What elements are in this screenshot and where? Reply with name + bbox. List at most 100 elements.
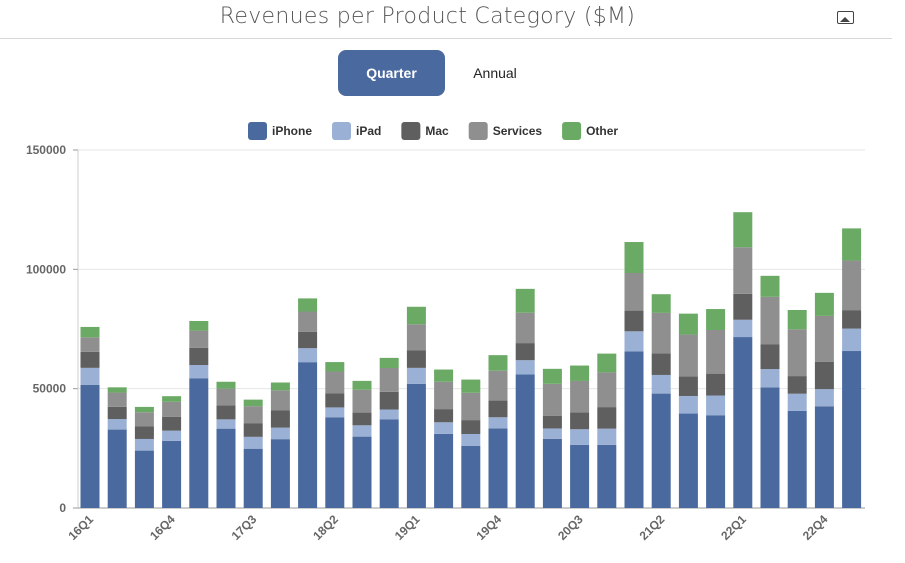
legend-swatch-ipad: [332, 122, 352, 140]
bar-iphone-16Q4: [162, 440, 182, 508]
bar-other-20Q4: [597, 353, 617, 373]
bar-services-20Q1: [515, 312, 535, 344]
bar-iphone-19Q4: [488, 428, 508, 508]
bar-other-18Q1: [298, 298, 318, 312]
bar-mac-20Q2: [542, 415, 562, 429]
bar-services-17Q4: [270, 390, 290, 411]
bar-mac-21Q1: [624, 310, 644, 332]
bar-iphone-21Q3: [678, 413, 698, 508]
bar-ipad-16Q4: [162, 430, 182, 441]
x-tick-label: 19Q1: [392, 512, 423, 543]
bar-iphone-23Q1: [842, 351, 862, 508]
bar-other-22Q4: [814, 292, 834, 316]
bar-other-20Q3: [570, 365, 590, 381]
bar-mac-22Q2: [760, 344, 780, 370]
bar-iphone-19Q2: [434, 433, 454, 508]
bar-mac-16Q4: [162, 416, 182, 431]
bar-mac-19Q1: [406, 350, 426, 368]
bar-mac-22Q3: [787, 376, 807, 394]
bar-ipad-21Q4: [706, 395, 726, 416]
bar-ipad-21Q3: [678, 395, 698, 414]
bar-other-17Q2: [216, 381, 236, 389]
bar-mac-19Q4: [488, 400, 508, 418]
bar-iphone-21Q4: [706, 415, 726, 508]
bar-ipad-17Q4: [270, 427, 290, 440]
bar-services-16Q4: [162, 401, 182, 417]
bar-other-17Q4: [270, 382, 290, 391]
bar-other-18Q3: [352, 380, 372, 390]
bar-other-17Q1: [189, 321, 209, 331]
bar-iphone-18Q3: [352, 436, 372, 508]
bar-ipad-19Q1: [406, 367, 426, 384]
bar-iphone-18Q4: [379, 419, 399, 508]
bar-iphone-17Q3: [243, 448, 263, 508]
bar-ipad-20Q2: [542, 428, 562, 439]
chart-title: Revenues per Product Category ($M): [219, 4, 636, 29]
bar-ipad-20Q1: [515, 360, 535, 375]
bar-other-22Q1: [733, 212, 753, 248]
bar-other-18Q2: [325, 362, 345, 372]
bar-other-19Q1: [406, 306, 426, 325]
bar-other-22Q3: [787, 310, 807, 330]
annual-button[interactable]: Annual: [473, 65, 517, 81]
bar-services-19Q4: [488, 370, 508, 401]
bar-mac-18Q4: [379, 391, 399, 410]
bar-ipad-18Q3: [352, 425, 372, 437]
bar-services-20Q3: [570, 380, 590, 413]
bar-mac-22Q1: [733, 293, 753, 320]
image-icon[interactable]: [837, 11, 854, 24]
bar-ipad-18Q4: [379, 409, 399, 420]
bar-other-16Q1: [80, 326, 100, 338]
bar-services-21Q1: [624, 272, 644, 311]
bar-mac-17Q4: [270, 410, 290, 428]
bar-iphone-18Q1: [298, 362, 318, 508]
bar-ipad-21Q1: [624, 331, 644, 352]
bar-services-19Q3: [461, 392, 481, 421]
bar-other-16Q2: [107, 387, 127, 393]
bar-services-20Q4: [597, 372, 617, 408]
bar-ipad-22Q4: [814, 389, 834, 407]
quarter-button[interactable]: Quarter: [338, 50, 445, 96]
bar-iphone-16Q3: [134, 450, 154, 508]
legend-swatch-other: [562, 122, 582, 140]
bar-services-16Q3: [134, 412, 154, 427]
y-tick-label: 100000: [26, 262, 66, 276]
bar-ipad-16Q2: [107, 419, 127, 430]
x-tick-label: 20Q3: [555, 512, 586, 543]
bar-ipad-18Q1: [298, 348, 318, 363]
bar-ipad-19Q3: [461, 433, 481, 446]
bar-iphone-20Q1: [515, 374, 535, 508]
bar-services-16Q1: [80, 337, 100, 352]
bar-iphone-20Q3: [570, 444, 590, 508]
bar-iphone-22Q4: [814, 406, 834, 508]
bar-ipad-22Q3: [787, 393, 807, 411]
bar-ipad-17Q2: [216, 419, 236, 429]
bar-mac-20Q4: [597, 407, 617, 429]
x-tick-label: 18Q2: [310, 512, 341, 543]
bar-services-17Q2: [216, 388, 236, 406]
bar-other-19Q4: [488, 355, 508, 371]
bar-other-18Q4: [379, 357, 399, 368]
bar-mac-22Q4: [814, 361, 834, 390]
bar-other-21Q1: [624, 242, 644, 273]
bar-iphone-18Q2: [325, 417, 345, 508]
bar-mac-20Q1: [515, 343, 535, 361]
bar-ipad-18Q2: [325, 407, 345, 418]
bar-ipad-21Q2: [651, 374, 671, 394]
bar-iphone-22Q2: [760, 387, 780, 508]
legend-label-services: Services: [493, 124, 543, 138]
x-tick-label: 19Q4: [473, 512, 504, 543]
bar-iphone-19Q1: [406, 383, 426, 508]
bar-other-16Q4: [162, 396, 182, 402]
bar-other-16Q3: [134, 406, 154, 413]
bar-mac-19Q3: [461, 420, 481, 434]
bar-services-23Q1: [842, 260, 862, 311]
y-tick-label: 150000: [26, 143, 66, 157]
bar-mac-21Q3: [678, 376, 698, 396]
x-tick-label: 22Q4: [800, 512, 831, 543]
bar-other-21Q2: [651, 294, 671, 313]
y-tick-label: 0: [59, 501, 66, 515]
bar-ipad-17Q3: [243, 436, 263, 449]
bar-other-21Q4: [706, 309, 726, 331]
